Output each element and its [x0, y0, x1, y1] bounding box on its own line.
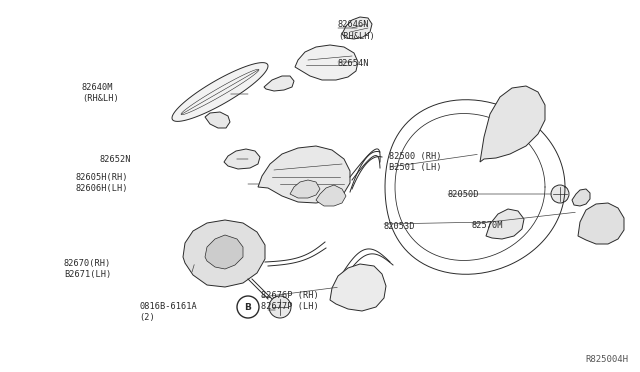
Circle shape — [506, 103, 524, 121]
Polygon shape — [264, 76, 294, 91]
Polygon shape — [342, 17, 372, 39]
Circle shape — [228, 274, 238, 284]
Polygon shape — [480, 86, 545, 162]
Polygon shape — [572, 189, 590, 206]
Text: 82670(RH)
B2671(LH): 82670(RH) B2671(LH) — [64, 259, 111, 279]
Circle shape — [207, 235, 243, 271]
Polygon shape — [205, 112, 230, 128]
Polygon shape — [258, 146, 350, 203]
Text: B: B — [244, 302, 252, 311]
Polygon shape — [224, 149, 260, 169]
Text: 82605H(RH)
82606H(LH): 82605H(RH) 82606H(LH) — [76, 173, 128, 193]
Text: R825004H: R825004H — [585, 355, 628, 364]
Polygon shape — [183, 220, 265, 287]
Polygon shape — [316, 185, 346, 206]
Text: 82570M: 82570M — [471, 221, 502, 230]
Polygon shape — [205, 235, 243, 269]
Text: 82640M
(RH&LH): 82640M (RH&LH) — [82, 83, 118, 103]
Text: 82050D: 82050D — [448, 190, 479, 199]
Text: 82500 (RH)
B2501 (LH): 82500 (RH) B2501 (LH) — [389, 152, 442, 172]
Polygon shape — [172, 62, 268, 121]
Circle shape — [587, 211, 613, 237]
Polygon shape — [295, 45, 358, 80]
Circle shape — [511, 108, 519, 116]
Circle shape — [512, 128, 524, 140]
Circle shape — [594, 218, 606, 230]
Circle shape — [269, 296, 291, 318]
Text: 82652N: 82652N — [99, 155, 131, 164]
Polygon shape — [330, 264, 386, 311]
Text: 82646N
(RH&LH): 82646N (RH&LH) — [338, 20, 374, 41]
Text: 82676P (RH)
82677P (LH): 82676P (RH) 82677P (LH) — [261, 291, 319, 311]
Text: 0816B-6161A
(2): 0816B-6161A (2) — [140, 302, 197, 322]
Circle shape — [551, 185, 569, 203]
Polygon shape — [578, 203, 624, 244]
Text: 82053D: 82053D — [384, 222, 415, 231]
Polygon shape — [486, 209, 524, 239]
Polygon shape — [290, 180, 320, 198]
Text: 82654N: 82654N — [338, 59, 369, 68]
